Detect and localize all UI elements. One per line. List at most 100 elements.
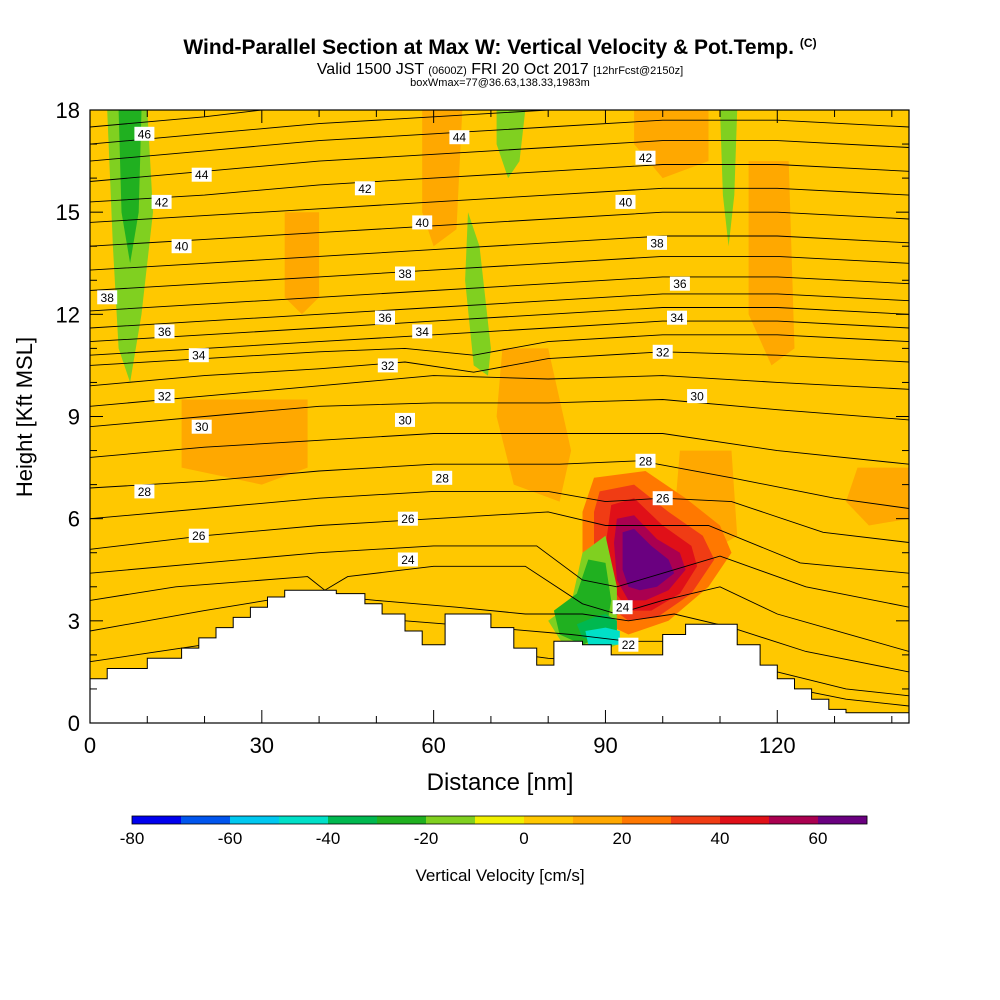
colorbar-frame bbox=[131, 815, 868, 825]
theta-contour-3 bbox=[90, 565, 909, 652]
contour-label-bg-25 bbox=[432, 470, 453, 485]
contour-label-4: 42 bbox=[358, 182, 372, 196]
theta-contour-16 bbox=[90, 276, 909, 312]
theta-contour-24 bbox=[90, 110, 909, 145]
valid-date: FRI 20 Oct 2017 bbox=[471, 61, 589, 78]
colorbar-swatch-3 bbox=[279, 816, 329, 824]
theta-contour-4 bbox=[90, 545, 909, 608]
colorbar-swatch-12 bbox=[720, 816, 770, 824]
x-tick-label-60: 60 bbox=[421, 733, 445, 758]
x-tick-label-120: 120 bbox=[759, 733, 796, 758]
contour-label-20: 32 bbox=[656, 345, 670, 359]
theta-contour-19 bbox=[90, 211, 909, 247]
theta-contour-10 bbox=[90, 375, 909, 407]
contour-label-32: 22 bbox=[622, 638, 636, 652]
contour-label-15: 34 bbox=[192, 349, 206, 363]
theta-contour-6 bbox=[90, 490, 909, 543]
theta-contour-20 bbox=[90, 187, 909, 223]
terrain-layer bbox=[90, 589, 909, 723]
theta-contour-15 bbox=[90, 293, 909, 329]
colorbar-swatch-9 bbox=[573, 816, 623, 824]
contour-label-12: 36 bbox=[158, 325, 172, 339]
valid-utc: (0600Z) bbox=[428, 65, 467, 77]
contour-label-bg-8 bbox=[615, 194, 636, 209]
theta-contour-17 bbox=[90, 255, 909, 291]
contour-label-bg-9 bbox=[97, 290, 118, 305]
contour-label-13: 36 bbox=[378, 311, 392, 325]
contour-label-bg-32 bbox=[618, 637, 639, 652]
y-tick-label-12: 12 bbox=[56, 302, 80, 327]
theta-contour-11 bbox=[90, 351, 909, 387]
colorbar-swatch-4 bbox=[328, 816, 378, 824]
contour-label-1: 44 bbox=[195, 168, 209, 182]
colorbar-tick-6: 40 bbox=[711, 829, 730, 848]
contour-label-bg-6 bbox=[171, 239, 192, 254]
velocity-region-14 bbox=[846, 467, 909, 526]
velocity-region-23 bbox=[496, 110, 526, 179]
contour-label-bg-10 bbox=[395, 266, 415, 281]
velocity-fill-layer bbox=[90, 110, 909, 723]
contour-label-bg-2 bbox=[449, 130, 470, 145]
contour-label-8: 40 bbox=[619, 195, 633, 209]
colorbar-label: Vertical Velocity [cm/s] bbox=[415, 866, 584, 885]
chart-subtitle: Valid 1500 JST (0600Z) FRI 20 Oct 2017 [… bbox=[0, 61, 1000, 79]
contour-label-6: 40 bbox=[175, 240, 189, 254]
x-tick-label-0: 0 bbox=[84, 733, 96, 758]
colorbar-swatch-8 bbox=[524, 816, 574, 824]
contour-label-bg-31 bbox=[612, 600, 633, 615]
theta-contour-12 bbox=[90, 334, 909, 366]
colorbar-tick-4: 0 bbox=[519, 829, 528, 848]
colorbar-swatch-14 bbox=[818, 816, 868, 824]
colorbar-swatch-1 bbox=[181, 816, 231, 824]
colorbar-tick-5: 20 bbox=[613, 829, 632, 848]
contour-label-bg-3 bbox=[151, 194, 172, 209]
velocity-region-29 bbox=[585, 627, 620, 645]
theta-contour-9 bbox=[90, 399, 909, 428]
contour-label-bg-12 bbox=[154, 324, 175, 339]
contour-label-16: 34 bbox=[416, 325, 430, 339]
theta-contour-13 bbox=[90, 320, 909, 356]
contour-label-25: 28 bbox=[436, 471, 450, 485]
contour-label-bg-18 bbox=[154, 389, 175, 404]
colorbar-tick-2: -40 bbox=[316, 829, 341, 848]
colorbar-tick-3: -20 bbox=[414, 829, 439, 848]
velocity-region-7 bbox=[284, 212, 320, 315]
velocity-region-24 bbox=[720, 110, 738, 247]
contour-label-29: 26 bbox=[656, 492, 670, 506]
contour-label-bg-7 bbox=[412, 215, 433, 230]
velocity-region-25 bbox=[465, 212, 491, 376]
contour-label-bg-22 bbox=[395, 412, 415, 427]
contour-label-11: 38 bbox=[650, 236, 664, 250]
contour-label-5: 42 bbox=[639, 151, 653, 165]
colorbar-swatch-2 bbox=[230, 816, 280, 824]
colorbar-tick-7: 60 bbox=[809, 829, 828, 848]
theta-contour-5 bbox=[90, 511, 909, 574]
contour-label-bg-11 bbox=[647, 235, 667, 250]
theta-contour-23 bbox=[90, 119, 909, 162]
velocity-region-13 bbox=[181, 399, 308, 485]
colorbar-tick-0: -80 bbox=[120, 829, 145, 848]
y-tick-label-3: 3 bbox=[68, 609, 80, 634]
contour-label-bg-0 bbox=[134, 126, 155, 141]
forecast-info: [12hrFcst@2150z] bbox=[593, 65, 684, 77]
boxwmax-info: boxWmax=77@36.63,138.33,1983m bbox=[410, 77, 590, 89]
theta-contour-8 bbox=[90, 433, 909, 465]
colorbar: -80 -60 -40 -20 0 20 40 60 bbox=[120, 815, 868, 848]
y-tick-label-0: 0 bbox=[68, 711, 80, 736]
y-axis-label: Height [Kft MSL] bbox=[12, 337, 37, 497]
colorbar-swatch-13 bbox=[769, 816, 819, 824]
x-axis-label: Distance [nm] bbox=[427, 769, 574, 796]
contour-label-bg-14 bbox=[669, 276, 690, 291]
colorbar-swatch-10 bbox=[622, 816, 672, 824]
chart-title: Wind-Parallel Section at Max W: Vertical… bbox=[0, 36, 1000, 60]
contour-label-bg-28 bbox=[397, 511, 418, 526]
y-tick-label-18: 18 bbox=[56, 98, 80, 123]
contour-label-bg-16 bbox=[412, 324, 433, 339]
contour-label-30: 24 bbox=[401, 553, 415, 567]
x-tick-label-30: 30 bbox=[250, 733, 274, 758]
contour-label-bg-21 bbox=[191, 419, 212, 434]
valid-time: Valid 1500 JST bbox=[316, 61, 424, 78]
contour-label-bg-30 bbox=[397, 552, 418, 567]
velocity-region-20 bbox=[625, 532, 637, 580]
